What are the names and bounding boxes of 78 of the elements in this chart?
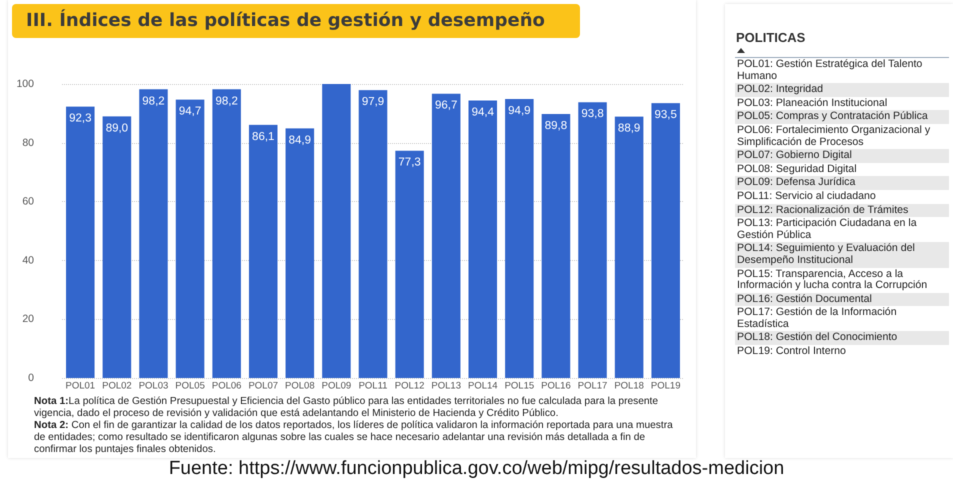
x-tick-label: POL06: [212, 380, 242, 392]
bar: [395, 150, 424, 378]
x-tick-label: POL07: [248, 380, 278, 392]
x-tick-label: POL17: [578, 380, 608, 392]
text: POL02: Integridad: [735, 83, 949, 97]
text: POL05: Compras y Contratación Pública: [735, 110, 949, 124]
data-label: 94,9: [508, 104, 531, 117]
text: POL13: Participación Ciudadana en la Gestión Pública: [736, 217, 918, 242]
data-label: 93,5: [654, 109, 677, 122]
bar: [66, 106, 95, 378]
text: POL12: Racionalización de Trámites: [735, 204, 949, 218]
x-tick-label: POL18: [614, 380, 644, 392]
text: POL06: Fortalecimiento Organizacional y Simplificación de Procesos: [736, 124, 932, 150]
y-tick-label: 0: [28, 372, 34, 384]
text: POLITICAS: [736, 30, 806, 45]
data-label: 94,4: [472, 106, 495, 118]
y-tick-label: 100: [16, 78, 34, 90]
text: POL15: Transparencia, Acceso a la Información y lucha contra la Corrupción: [736, 268, 928, 293]
bar: [505, 98, 534, 378]
x-tick-label: POL05: [175, 380, 205, 392]
x-tick-label: POL01: [66, 380, 96, 392]
data-label: 93,8: [581, 108, 604, 120]
bar: [468, 100, 498, 378]
data-label: 89,0: [106, 122, 128, 134]
data-label: 97,9: [362, 96, 384, 108]
text: POL03: Planeación Institucional: [736, 96, 888, 110]
data-label: 88,9: [618, 122, 640, 135]
bar: [358, 90, 388, 378]
bar: [322, 84, 351, 378]
x-tick-label: POL03: [138, 380, 168, 392]
bar: [286, 128, 314, 378]
bar: [651, 103, 680, 378]
x-tick-label: POL09: [322, 380, 352, 392]
x-tick-label: POL11: [358, 380, 388, 392]
text: POL19: Control Interno: [736, 345, 847, 359]
y-tick-label: 20: [22, 313, 34, 326]
data-label: 86,1: [252, 130, 274, 143]
source-note: Fuente: https://www.funcionpublica.gov.co/web/mipg/resultados-medicion: [168, 458, 786, 479]
bar: [432, 94, 460, 378]
x-tick-label: POL14: [468, 380, 498, 392]
text: POL09: Defensa Jurídica: [735, 176, 949, 190]
y-tick-label: 80: [22, 136, 34, 149]
text: POL16: Gestión Documental: [735, 292, 949, 306]
bar: [614, 116, 644, 378]
data-label: 96,7: [434, 100, 458, 112]
text: POL08: Seguridad Digital: [736, 162, 858, 176]
bar: [176, 100, 204, 378]
text: Nota 2: Con el fin de garantizar la calidad de los datos reportados, los líderes de política validaron la información reportada para una muestra de entidades; como resultado se identificaron algunas sobre las cuales se hace necesario adelantar una revisión más detallada a fin de confirmar los puntajes finales obtenidos.: [34, 420, 674, 456]
data-label: 98,2: [215, 95, 238, 108]
x-tick-label: POL08: [285, 380, 315, 392]
bar: [139, 89, 168, 378]
y-tick-label: 60: [22, 196, 34, 208]
bar: [578, 102, 607, 378]
bar: [542, 114, 570, 378]
y-tick-label: 40: [22, 254, 34, 266]
x-tick-label: POL19: [650, 380, 680, 392]
data-label: 89,8: [544, 120, 568, 132]
text: POL14: Seguimiento y Evaluación del Desempeño Institucional: [735, 242, 949, 268]
text: POL11: Servicio al ciudadano: [736, 190, 877, 204]
bar: [248, 124, 278, 378]
x-tick-label: POL13: [431, 380, 461, 392]
data-label: 94,7: [178, 106, 202, 118]
text: POL01: Gestión Estratégica del Talento Humano: [736, 58, 924, 84]
x-tick-label: POL02: [102, 380, 132, 392]
bar: [102, 116, 132, 378]
data-label: 92,3: [69, 112, 92, 125]
text: POL07: Gobierno Digital: [735, 149, 949, 163]
text: POL17: Gestión de la Información Estadística: [736, 306, 898, 332]
bar: [212, 89, 241, 378]
text: POL18: Gestión del Conocimiento: [735, 331, 949, 346]
chart-title: III. Índices de las políticas de gestión y desempeño: [12, 4, 580, 38]
x-tick-label: POL16: [541, 380, 571, 392]
x-tick-label: POL12: [394, 380, 424, 392]
data-label: 98,2: [142, 95, 165, 108]
text: Nota 1:La política de Gestión Presupuestal y Eficiencia del Gasto público para las entidades territoriales no fue calculada para la presente vigencia, dado el proceso de revisión y validación que está adelantando el Ministerio de Hacienda y Crédito Público.: [34, 396, 660, 420]
data-label: 77,3: [398, 156, 421, 169]
data-label: 84,9: [288, 134, 312, 146]
x-tick-label: POL15: [504, 380, 534, 392]
